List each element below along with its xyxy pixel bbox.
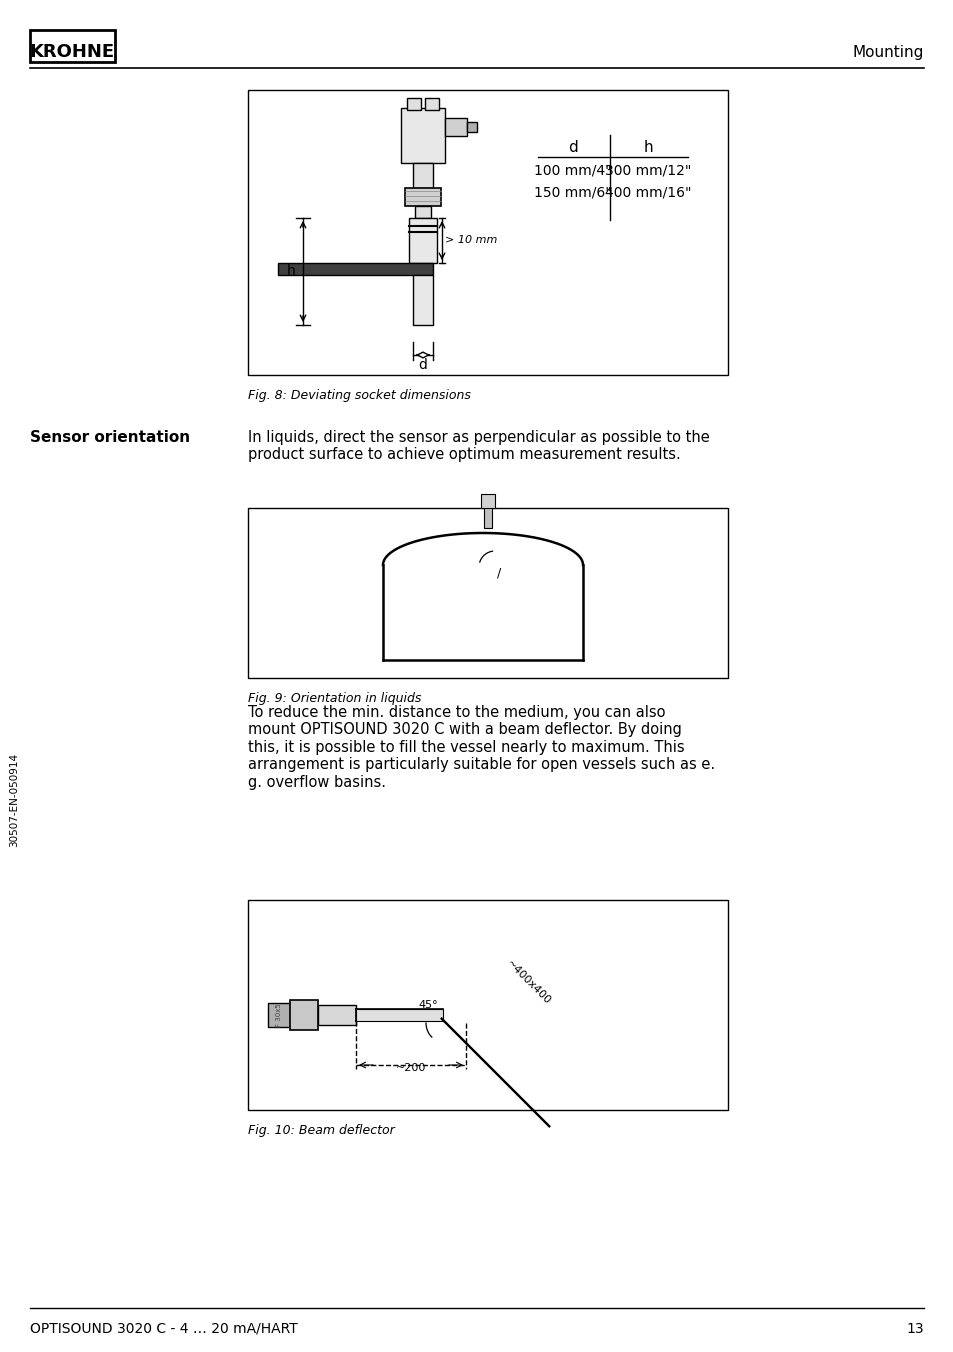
Bar bbox=[400, 108, 444, 164]
Bar bbox=[385, 595, 580, 660]
Bar bbox=[467, 122, 476, 132]
Bar bbox=[424, 97, 438, 110]
Text: Mounting: Mounting bbox=[852, 45, 923, 59]
Bar bbox=[248, 900, 727, 1110]
Text: 150 mm/6": 150 mm/6" bbox=[534, 185, 611, 199]
Text: h: h bbox=[286, 264, 295, 279]
Bar bbox=[413, 164, 433, 188]
Text: d: d bbox=[418, 358, 427, 372]
Bar bbox=[413, 274, 433, 324]
Text: KROHNE: KROHNE bbox=[30, 43, 114, 61]
Bar bbox=[483, 506, 492, 529]
Circle shape bbox=[488, 498, 495, 504]
Text: d: d bbox=[568, 141, 578, 155]
Text: Fig. 8: Deviating socket dimensions: Fig. 8: Deviating socket dimensions bbox=[248, 389, 471, 402]
Text: To reduce the min. distance to the medium, you can also
mount OPTISOUND 3020 C w: To reduce the min. distance to the mediu… bbox=[248, 704, 715, 790]
Text: 13: 13 bbox=[905, 1322, 923, 1336]
Text: ~200: ~200 bbox=[395, 1063, 426, 1073]
Text: Fig. 10: Beam deflector: Fig. 10: Beam deflector bbox=[248, 1124, 395, 1137]
Text: h: h bbox=[642, 141, 652, 155]
Text: 100 mm/4": 100 mm/4" bbox=[534, 164, 611, 177]
Text: 400 mm/16": 400 mm/16" bbox=[604, 185, 691, 199]
Bar bbox=[248, 91, 727, 375]
Bar bbox=[277, 264, 433, 274]
Polygon shape bbox=[440, 1018, 549, 1128]
Text: OPTISOUND 3020 C - 4 … 20 mA/HART: OPTISOUND 3020 C - 4 … 20 mA/HART bbox=[30, 1322, 297, 1336]
Bar bbox=[405, 188, 440, 206]
Bar bbox=[480, 493, 495, 508]
Text: 45°: 45° bbox=[417, 1000, 437, 1010]
Bar bbox=[248, 508, 727, 677]
Bar bbox=[409, 218, 436, 264]
Bar bbox=[415, 206, 431, 218]
Bar bbox=[444, 118, 467, 137]
Text: ~400x400: ~400x400 bbox=[503, 959, 552, 1006]
Text: 300 mm/12": 300 mm/12" bbox=[604, 164, 691, 177]
Bar bbox=[355, 1009, 442, 1021]
Text: /: / bbox=[497, 566, 500, 580]
Bar bbox=[407, 97, 420, 110]
Circle shape bbox=[411, 99, 416, 105]
Text: Sensor orientation: Sensor orientation bbox=[30, 430, 190, 445]
Circle shape bbox=[429, 99, 435, 105]
Text: > 10 mm: > 10 mm bbox=[444, 235, 497, 245]
Bar bbox=[317, 1005, 355, 1025]
Text: In liquids, direct the sensor as perpendicular as possible to the
product surfac: In liquids, direct the sensor as perpend… bbox=[248, 430, 709, 462]
Bar bbox=[268, 1003, 290, 1028]
Bar bbox=[290, 1000, 317, 1030]
Bar bbox=[30, 30, 115, 62]
Text: F 30x5: F 30x5 bbox=[275, 1003, 282, 1028]
Text: 30507-EN-050914: 30507-EN-050914 bbox=[9, 753, 19, 848]
Text: Fig. 9: Orientation in liquids: Fig. 9: Orientation in liquids bbox=[248, 692, 421, 704]
